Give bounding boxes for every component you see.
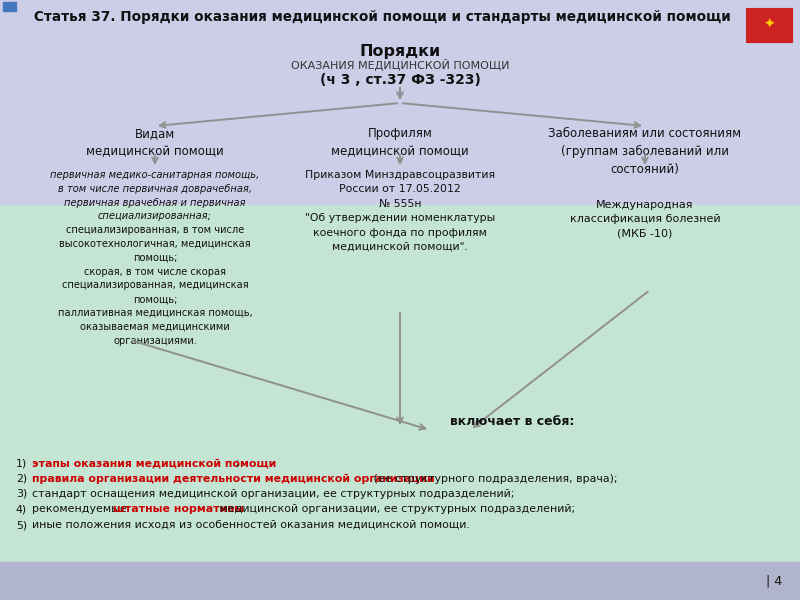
Text: специализированная;: специализированная; <box>98 211 212 221</box>
Bar <box>0 562 800 600</box>
Text: 1): 1) <box>16 458 27 468</box>
Text: стандарт оснащения медицинской организации, ее структурных подразделений;: стандарт оснащения медицинской организац… <box>32 489 514 499</box>
Bar <box>746 8 792 42</box>
Text: высокотехнологичная, медицинская: высокотехнологичная, медицинская <box>59 239 251 249</box>
Text: Заболеваниям или состояниям
(группам заболеваний или
состояний): Заболеваниям или состояниям (группам заб… <box>549 127 742 176</box>
Bar <box>3 2 16 11</box>
Text: иные положения исходя из особенностей оказания медицинской помощи.: иные положения исходя из особенностей ок… <box>32 520 470 530</box>
Text: медицинской организации, ее структурных подразделений;: медицинской организации, ее структурных … <box>216 505 575 514</box>
Text: первичная врачебная и первичная: первичная врачебная и первичная <box>64 197 246 208</box>
Text: | 4: | 4 <box>766 575 782 587</box>
Text: включает в себя:: включает в себя: <box>450 415 574 428</box>
Text: ОКАЗАНИЯ МЕДИЦИНСКОЙ ПОМОЩИ: ОКАЗАНИЯ МЕДИЦИНСКОЙ ПОМОЩИ <box>290 59 510 71</box>
Text: в том числе первичная доврачебная,: в том числе первичная доврачебная, <box>58 184 252 194</box>
Text: (ее структурного подразделения, врача);: (ее структурного подразделения, врача); <box>370 473 618 484</box>
Text: Статья 37. Порядки оказания медицинской помощи и стандарты медицинской помощи: Статья 37. Порядки оказания медицинской … <box>34 10 730 24</box>
Text: специализированная, медицинская: специализированная, медицинская <box>62 280 248 290</box>
Text: этапы оказания медицинской помощи: этапы оказания медицинской помощи <box>32 458 276 468</box>
Text: Приказом Минздравсоцразвития
России от 17.05.2012
№ 555н
"Об утверждении номенкл: Приказом Минздравсоцразвития России от 1… <box>305 170 495 252</box>
Text: помощь;: помощь; <box>133 294 177 304</box>
Text: организациями.: организациями. <box>113 335 197 346</box>
Text: ;: ; <box>235 458 238 468</box>
Text: оказываемая медицинскими: оказываемая медицинскими <box>80 322 230 332</box>
Text: помощь;: помощь; <box>133 253 177 263</box>
Text: 3): 3) <box>16 489 27 499</box>
Text: ✦: ✦ <box>763 18 775 32</box>
Text: 2): 2) <box>16 473 27 484</box>
Text: скорая, в том числе скорая: скорая, в том числе скорая <box>84 266 226 277</box>
Text: Профилям
медицинской помощи: Профилям медицинской помощи <box>331 127 469 158</box>
Text: правила организации деятельности медицинской организации: правила организации деятельности медицин… <box>32 473 434 484</box>
Text: Порядки: Порядки <box>359 44 441 59</box>
Text: Видам
медицинской помощи: Видам медицинской помощи <box>86 127 224 158</box>
Bar <box>0 205 800 562</box>
Bar <box>0 432 800 562</box>
Text: Международная
классификация болезней
(МКБ -10): Международная классификация болезней (МК… <box>570 200 720 238</box>
Text: 5): 5) <box>16 520 27 530</box>
Text: специализированная, в том числе: специализированная, в том числе <box>66 225 244 235</box>
Text: (ч 3 , ст.37 ФЗ -323): (ч 3 , ст.37 ФЗ -323) <box>319 73 481 87</box>
Text: первичная медико-санитарная помощь,: первичная медико-санитарная помощь, <box>50 170 260 180</box>
Text: рекомендуемые: рекомендуемые <box>32 505 130 514</box>
Text: паллиативная медицинская помощь,: паллиативная медицинская помощь, <box>58 308 252 318</box>
Text: 4): 4) <box>16 505 27 514</box>
Text: штатные нормативы: штатные нормативы <box>113 505 244 514</box>
